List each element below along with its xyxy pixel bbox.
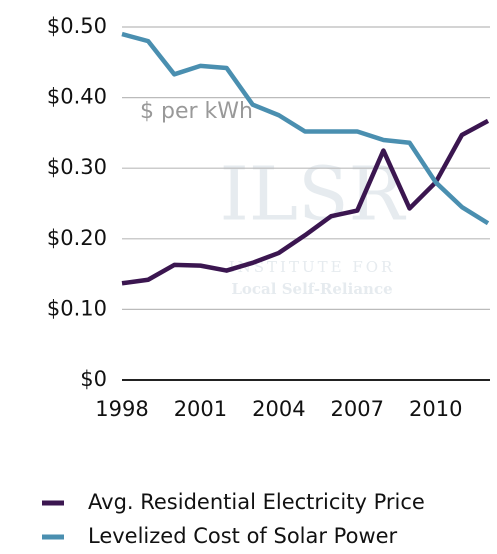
y-tick-label: $0.50: [47, 14, 107, 38]
watermark-line: INSTITUTE FOR: [229, 258, 396, 276]
y-tick-label: $0: [80, 367, 107, 391]
y-tick-label: $0.40: [47, 85, 107, 109]
y-tick-label: $0.20: [47, 226, 107, 250]
watermark: ILSR INSTITUTE FOR Local Self-Reliance: [220, 151, 407, 298]
annotation: $ per kWh: [140, 99, 253, 124]
x-tick-label: 2010: [409, 397, 462, 421]
series-line: [121, 118, 490, 286]
x-tick-label: 2001: [174, 397, 227, 421]
x-tick-label: 1998: [95, 397, 148, 421]
x-tick-label: 2007: [331, 397, 384, 421]
y-tick-label: $0.10: [47, 296, 107, 320]
series-line: [121, 31, 490, 226]
legend-label: Levelized Cost of Solar Power: [88, 524, 398, 548]
legend-label: Avg. Residential Electricity Price: [88, 490, 425, 514]
y-tick-label: $0.30: [47, 155, 107, 179]
x-tick-label: 2004: [252, 397, 305, 421]
watermark-line: Local Self-Reliance: [231, 280, 392, 298]
